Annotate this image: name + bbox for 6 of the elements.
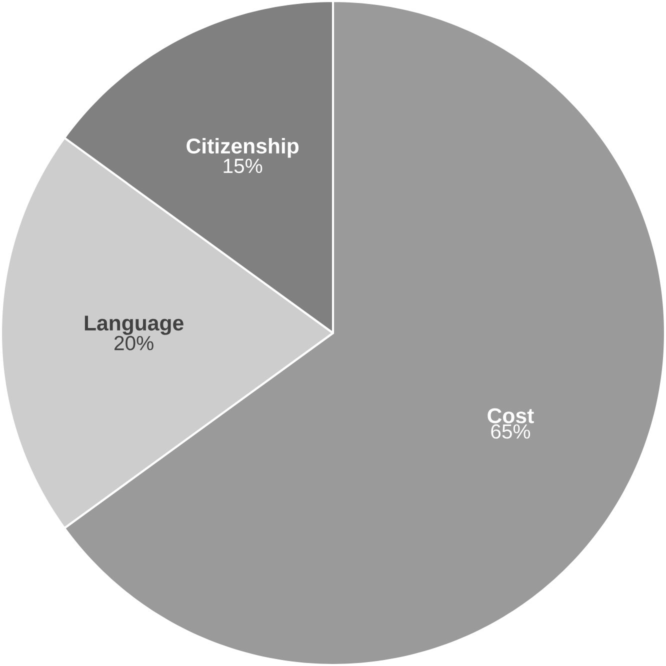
data-label: 65%	[491, 424, 530, 439]
slice-label: Language	[84, 316, 184, 335]
data-label: 20%	[114, 336, 154, 350]
data-label: 15%	[224, 158, 262, 174]
slice-label: Cost	[488, 408, 534, 424]
slice-label: Citizenship	[186, 138, 299, 158]
